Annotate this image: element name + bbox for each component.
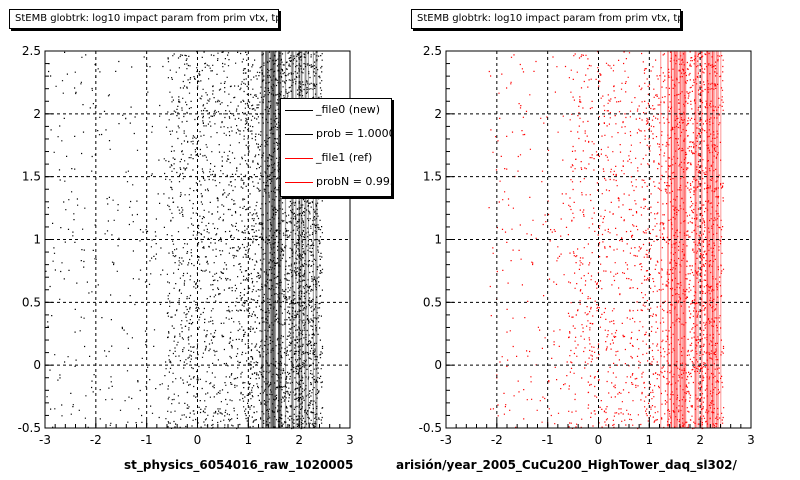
legend-label: _file0 (new) [316,103,381,116]
y-tick-label: -0.5 [419,421,442,435]
scatter-points [488,51,725,430]
y-tick-label: 0 [33,358,41,372]
density-column [712,51,714,428]
density-column [671,51,673,428]
density-column [278,51,280,428]
x-tick-label: 3 [346,433,354,447]
x-tick-label: 2 [295,433,303,447]
density-column [707,51,709,428]
y-tick-label: 2.5 [22,44,41,58]
y-tick-label: -0.5 [18,421,41,435]
density-column [720,51,722,428]
x-tick-label: 1 [245,433,253,447]
legend-entry: probN = 0.995680 [281,171,391,195]
density-column [682,51,684,428]
legend-entry: _file1 (ref) [281,147,391,171]
density-column [695,51,697,428]
density-column [707,51,709,428]
density-column [695,51,697,428]
density-column [312,51,314,428]
density-column [677,51,679,428]
legend-label: probN = 0.995680 [316,175,391,188]
density-column [295,51,297,428]
legend-label: prob = 1.000000 [316,127,391,140]
x-tick-label: 2 [696,433,704,447]
x-tick-label: -2 [90,433,102,447]
y-tick-label: 1.5 [423,170,442,184]
legend-label: _file1 (ref) [316,151,373,164]
density-column [265,51,267,428]
x-tick-label: -3 [440,433,452,447]
density-column [307,51,309,428]
x-tick-label: 3 [747,433,755,447]
legend-entry: prob = 1.000000 [281,123,391,147]
density-column [270,51,272,428]
density-column [271,51,273,428]
legend-swatch [285,182,313,183]
x-tick-label: -3 [39,433,51,447]
density-column [670,51,672,428]
density-column [670,51,673,428]
x-tick-label: -1 [542,433,554,447]
legend: _file0 (new) prob = 1.000000 _file1 (ref… [280,98,392,197]
density-column [271,51,273,428]
density-column [301,51,303,428]
density-column [277,51,280,428]
density-column [713,51,715,428]
legend-swatch [285,158,313,159]
x-tick-label: 0 [595,433,603,447]
x-tick-label: 1 [646,433,654,447]
y-tick-label: 1.5 [22,170,41,184]
density-column [706,51,708,428]
density-column [685,51,687,428]
right-plot-title: StEMB globtrk: log10 impact param from p… [411,9,681,29]
left-plot-title: StEMB globtrk: log10 impact param from p… [9,9,279,29]
density-column [684,51,686,428]
right-histogram-panel: -3 -2 -1 0 1 2 3 -0.5 0 0.5 1 1.5 2 2.5 [419,44,755,447]
legend-entry: _file0 (new) [281,99,391,123]
density-column [660,51,662,428]
y-tick-label: 2 [33,107,41,121]
density-column [701,51,703,428]
x-tick-label: -1 [141,433,153,447]
density-column [270,51,272,428]
y-tick-label: 0 [434,358,442,372]
left-x-axis-label: st_physics_6054016_raw_1020005 [124,458,354,472]
x-tick-label: 0 [194,433,202,447]
y-tick-label: 1 [434,233,442,247]
legend-swatch [285,134,313,135]
legend-swatch [285,110,313,111]
density-column [708,51,711,428]
y-tick-label: 2.5 [423,44,442,58]
y-tick-label: 0.5 [22,295,41,309]
x-tick-label: -2 [491,433,503,447]
right-x-axis-label: arisión/year_2005_CuCu200_HighTower_daq_… [396,458,737,472]
density-column [265,51,267,428]
density-column [700,51,702,428]
y-tick-label: 2 [434,107,442,121]
y-tick-label: 0.5 [423,295,442,309]
density-column [684,51,686,428]
density-column [679,51,681,428]
density-column [266,51,268,428]
density-column [300,51,302,428]
y-tick-label: 1 [33,233,41,247]
